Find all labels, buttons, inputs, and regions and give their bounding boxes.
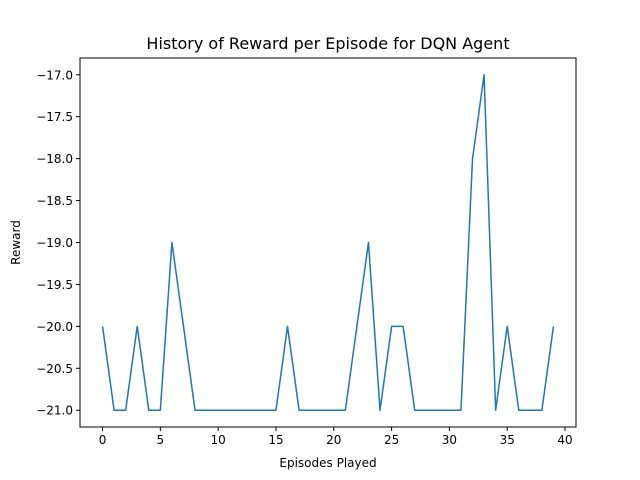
x-tick-label: 0 xyxy=(99,433,107,447)
y-tick-label: −21.0 xyxy=(36,404,73,418)
x-tick-label: 35 xyxy=(500,433,515,447)
y-tick-label: −19.0 xyxy=(36,236,73,250)
y-tick-label: −17.5 xyxy=(36,110,73,124)
x-tick-label: 5 xyxy=(157,433,165,447)
y-tick-label: −20.5 xyxy=(36,362,73,376)
x-tick-label: 25 xyxy=(384,433,399,447)
y-tick-label: −20.0 xyxy=(36,320,73,334)
y-axis-title: Reward xyxy=(9,220,23,265)
x-tick-label: 20 xyxy=(326,433,341,447)
x-tick-label: 30 xyxy=(442,433,457,447)
chart-title: History of Reward per Episode for DQN Ag… xyxy=(146,34,509,53)
y-tick-label: −18.5 xyxy=(36,194,73,208)
y-tick-label: −17.0 xyxy=(36,68,73,82)
series-line-0 xyxy=(101,74,555,411)
x-tick-label: 15 xyxy=(268,433,283,447)
y-tick-label: −18.0 xyxy=(36,152,73,166)
x-tick-label: 10 xyxy=(211,433,226,447)
y-tick-label: −19.5 xyxy=(36,278,73,292)
x-tick-label: 40 xyxy=(557,433,572,447)
x-axis-title: Episodes Played xyxy=(279,456,376,470)
